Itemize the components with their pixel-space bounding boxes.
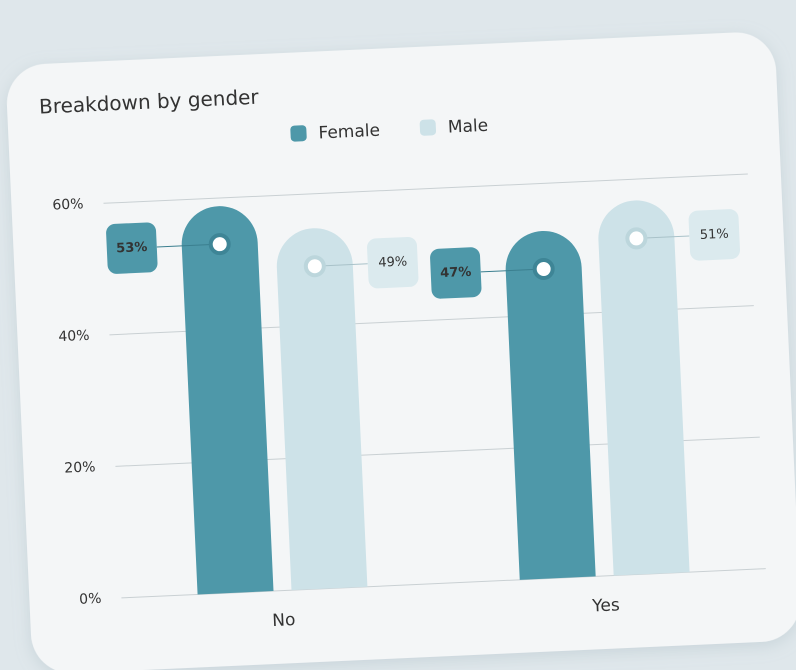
value-label: 49% <box>378 255 408 271</box>
x-tick-label: Yes <box>591 595 620 616</box>
y-tick-label: 0% <box>79 591 102 608</box>
marker <box>303 255 326 278</box>
bar <box>181 206 274 595</box>
x-tick-label: No <box>272 610 296 631</box>
value-label: 51% <box>700 227 730 243</box>
label-box <box>688 209 741 261</box>
label-box <box>106 222 158 274</box>
label-box <box>367 236 419 289</box>
legend-label: Female <box>318 121 380 144</box>
legend-swatch <box>290 125 307 142</box>
y-tick-label: 40% <box>58 328 90 345</box>
bar <box>276 228 368 591</box>
y-tick-label: 20% <box>64 459 96 476</box>
card-group: Breakdown by gender 0%20%40%60%Female Mal… <box>6 32 796 670</box>
legend-swatch <box>419 119 437 136</box>
legend-label: Male <box>447 116 488 138</box>
value-label: 47% <box>440 265 472 281</box>
bar <box>598 200 690 576</box>
y-tick-label: 60% <box>52 196 84 213</box>
label-box <box>430 247 482 299</box>
value-label: 53% <box>116 240 148 256</box>
marker <box>208 233 231 256</box>
marker <box>625 227 648 250</box>
marker <box>532 257 555 280</box>
bar <box>505 231 596 580</box>
grid-line <box>103 173 748 204</box>
